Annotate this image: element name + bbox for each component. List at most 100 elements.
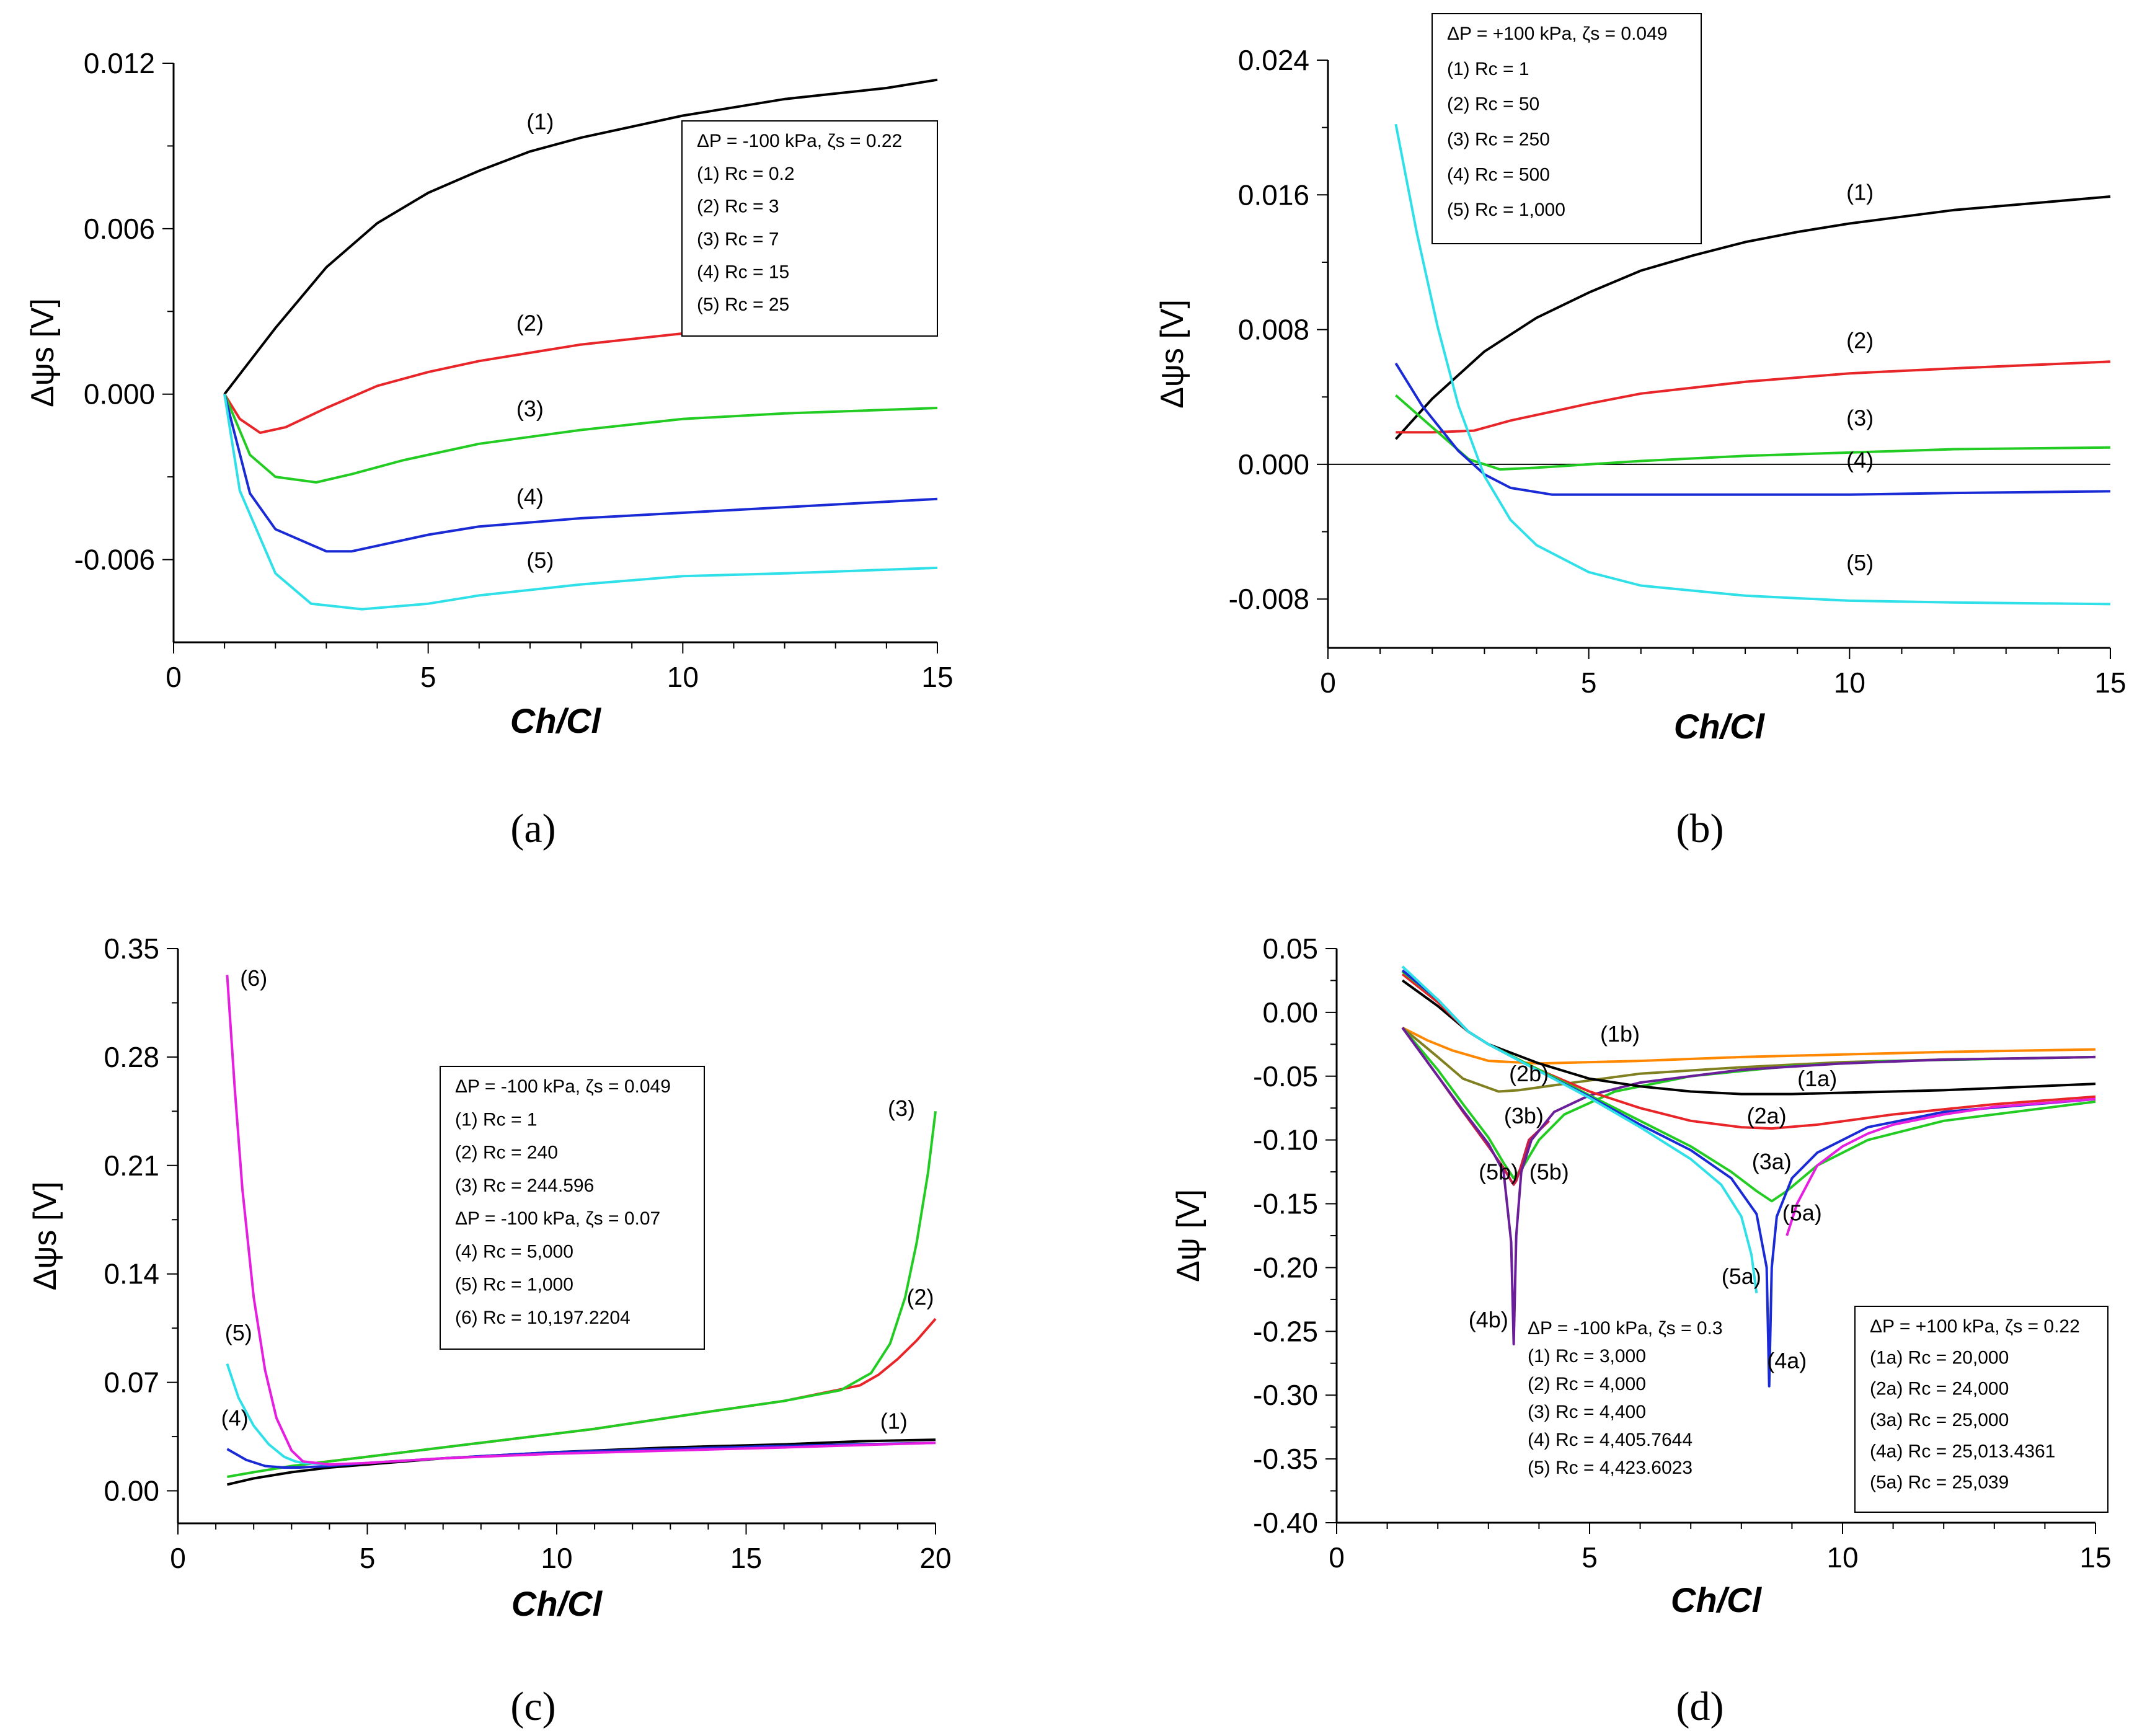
y-axis-label: Δψs [V] bbox=[25, 298, 61, 407]
chart-panel-b: 0 5 10 15 0.024 0.016 0.008 0.000 -0.008 Ch/Cl Δψs… bbox=[1154, 44, 2126, 851]
y-tick-label: -0.30 bbox=[1253, 1379, 1318, 1411]
x-tick-label: 15 bbox=[2079, 1541, 2111, 1574]
series-line-1 bbox=[1394, 195, 2111, 440]
legend-box: ΔP = -100 kPa, ζs = 0.22 (1) Rc = 0.2 (2) … bbox=[681, 120, 938, 337]
legend-entry: (5) Rc = 4,423.6023 bbox=[1528, 1458, 1693, 1478]
legend-entry: ΔP = +100 kPa, ζs = 0.22 bbox=[1870, 1316, 2080, 1337]
legend-box: ΔP = -100 kPa, ζs = 0.3 (1) Rc = 3,000 (2)… bbox=[1528, 1318, 1723, 1478]
x-tick-label: 0 bbox=[170, 1542, 186, 1574]
y-tick-label: -0.008 bbox=[1229, 583, 1309, 615]
legend-entry: (2) Rc = 240 bbox=[455, 1143, 558, 1163]
curve-annotation: (5b) bbox=[1529, 1159, 1569, 1184]
y-axis-label: Δψs [V] bbox=[27, 1182, 63, 1291]
legend-entry: (5) Rc = 1,000 bbox=[1447, 200, 1565, 220]
series-label: (2) bbox=[1846, 327, 1874, 353]
x-axis-label: Ch/Cl bbox=[1671, 1580, 1763, 1619]
x-axis-label: Ch/Cl bbox=[510, 701, 602, 740]
y-tick-label: 0.012 bbox=[84, 47, 155, 79]
legend-entry: (1) Rc = 3,000 bbox=[1528, 1346, 1646, 1366]
legend-entry: (4) Rc = 5,000 bbox=[455, 1241, 573, 1262]
panel-caption: (d) bbox=[1676, 1684, 1724, 1729]
y-tick-label: 0.21 bbox=[104, 1149, 159, 1182]
series-line-4b bbox=[1401, 1027, 2096, 1345]
y-tick-label: 0.008 bbox=[1238, 314, 1309, 346]
series-line-5 bbox=[223, 394, 938, 611]
x-tick-label: 10 bbox=[541, 1542, 572, 1574]
x-axis-label: Ch/Cl bbox=[511, 1584, 603, 1623]
y-tick-label: 0.35 bbox=[104, 932, 159, 965]
series-line-4 bbox=[223, 394, 938, 553]
legend-entry: (4a) Rc = 25,013.4361 bbox=[1870, 1441, 2055, 1461]
x-tick-label: 15 bbox=[921, 661, 953, 693]
x-tick-label: 0 bbox=[166, 661, 182, 693]
curve-annotation: (5a) bbox=[1722, 1264, 1761, 1289]
panel-caption: (c) bbox=[510, 1684, 555, 1729]
curve-annotation: (3b) bbox=[1504, 1103, 1544, 1128]
y-tick-label: 0.00 bbox=[104, 1475, 159, 1507]
legend-entry: (6) Rc = 10,197.2204 bbox=[455, 1308, 631, 1328]
y-tick-label: -0.15 bbox=[1253, 1188, 1318, 1220]
y-tick-label: 0.07 bbox=[104, 1366, 159, 1399]
x-tick-label: 10 bbox=[1834, 666, 1865, 699]
y-tick-label: 0.14 bbox=[104, 1258, 159, 1290]
series-line-5 bbox=[226, 1363, 330, 1466]
y-tick-label: -0.25 bbox=[1253, 1315, 1318, 1347]
series-label: (5) bbox=[1846, 550, 1874, 575]
series-line-1 bbox=[223, 78, 938, 395]
legend-entry: ΔP = -100 kPa, ζs = 0.3 bbox=[1528, 1318, 1723, 1339]
legend-frame bbox=[440, 1066, 705, 1350]
chart-panel-c: 0 5 10 15 20 0.35 0.28 0.21 0.14 0.07 0.00 Ch/Cl Δψs… bbox=[27, 932, 952, 1729]
series-line-4 bbox=[1394, 362, 2111, 496]
y-tick-label: -0.10 bbox=[1253, 1124, 1318, 1156]
y-tick-label: 0.000 bbox=[1238, 448, 1309, 480]
curve-annotation: (2a) bbox=[1747, 1103, 1787, 1128]
legend-entry: (1) Rc = 1 bbox=[455, 1109, 538, 1130]
curve-annotation: (5b) bbox=[1479, 1159, 1518, 1184]
series-label: (3) bbox=[888, 1096, 915, 1121]
x-tick-label: 10 bbox=[667, 661, 699, 693]
chart-panel-d: 0 5 10 15 0.05 0.00 -0.05 -0.10 -0.15 -0.20 -0.25 -… bbox=[1170, 932, 2112, 1729]
legend-entry: (2) Rc = 50 bbox=[1447, 94, 1539, 115]
y-tick-label: 0.000 bbox=[84, 378, 155, 410]
legend-entry: (4) Rc = 500 bbox=[1447, 164, 1550, 185]
legend-entry: (1a) Rc = 20,000 bbox=[1870, 1347, 2009, 1368]
series-label: (1) bbox=[880, 1409, 908, 1434]
series-line-2 bbox=[1396, 360, 2111, 434]
legend-frame bbox=[681, 120, 938, 337]
x-tick-label: 5 bbox=[420, 661, 436, 693]
x-tick-label: 20 bbox=[919, 1542, 951, 1574]
series-label: (2) bbox=[516, 310, 544, 335]
legend-entry: (3) Rc = 7 bbox=[697, 229, 779, 250]
legend-entry: ΔP = -100 kPa, ζs = 0.049 bbox=[455, 1076, 671, 1097]
y-tick-label: 0.28 bbox=[104, 1041, 159, 1073]
x-axis-label: Ch/Cl bbox=[1674, 707, 1766, 746]
series-line-5 bbox=[1394, 123, 2111, 606]
series-line-6 bbox=[226, 975, 936, 1466]
legend-entry: (1) Rc = 1 bbox=[1447, 59, 1529, 79]
x-tick-label: 0 bbox=[1320, 666, 1336, 699]
y-axis-label: Δψ [V] bbox=[1170, 1189, 1206, 1282]
curve-annotation: (3a) bbox=[1752, 1149, 1792, 1174]
y-tick-label: 0.05 bbox=[1262, 932, 1318, 965]
series-label: (2) bbox=[907, 1285, 934, 1310]
legend-frame bbox=[1854, 1306, 2109, 1513]
y-tick-label: -0.40 bbox=[1253, 1507, 1318, 1539]
legend-entry: ΔP = -100 kPa, ζs = 0.07 bbox=[455, 1208, 660, 1229]
y-tick-label: -0.35 bbox=[1253, 1443, 1318, 1475]
legend-entry: ΔP = +100 kPa, ζs = 0.049 bbox=[1447, 24, 1667, 44]
series-label: (5) bbox=[225, 1320, 252, 1345]
legend-entry: (3) Rc = 4,400 bbox=[1528, 1402, 1646, 1422]
legend-entry: (5a) Rc = 25,039 bbox=[1870, 1472, 2009, 1493]
y-tick-label: 0.00 bbox=[1262, 996, 1318, 1029]
curve-annotation: (5a) bbox=[1782, 1200, 1822, 1225]
legend-entry: (4) Rc = 4,405.7644 bbox=[1528, 1430, 1693, 1450]
legend-frame bbox=[1432, 13, 1702, 244]
x-tick-label: 0 bbox=[1329, 1541, 1345, 1574]
curve-annotation: (2b) bbox=[1509, 1061, 1549, 1086]
panel-caption: (b) bbox=[1676, 806, 1724, 851]
legend-box: ΔP = -100 kPa, ζs = 0.049 (1) Rc = 1 (2) R… bbox=[440, 1066, 705, 1350]
series-label: (5) bbox=[526, 547, 554, 573]
legend-entry: (5) Rc = 25 bbox=[697, 294, 789, 315]
panel-caption: (a) bbox=[510, 806, 555, 851]
